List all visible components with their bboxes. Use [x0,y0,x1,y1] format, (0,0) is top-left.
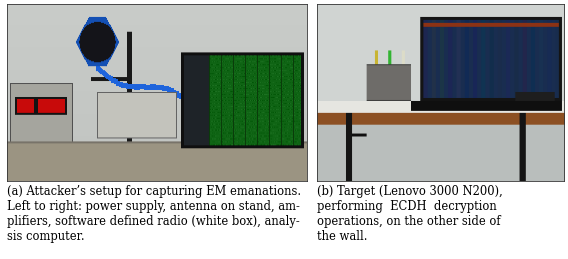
Text: (b) Target (Lenovo 3000 N200),
performing  ECDH  decryption
operations, on the o: (b) Target (Lenovo 3000 N200), performin… [317,185,503,243]
Text: (a) Attacker’s setup for capturing EM emanations.
Left to right: power supply, a: (a) Attacker’s setup for capturing EM em… [7,185,301,243]
